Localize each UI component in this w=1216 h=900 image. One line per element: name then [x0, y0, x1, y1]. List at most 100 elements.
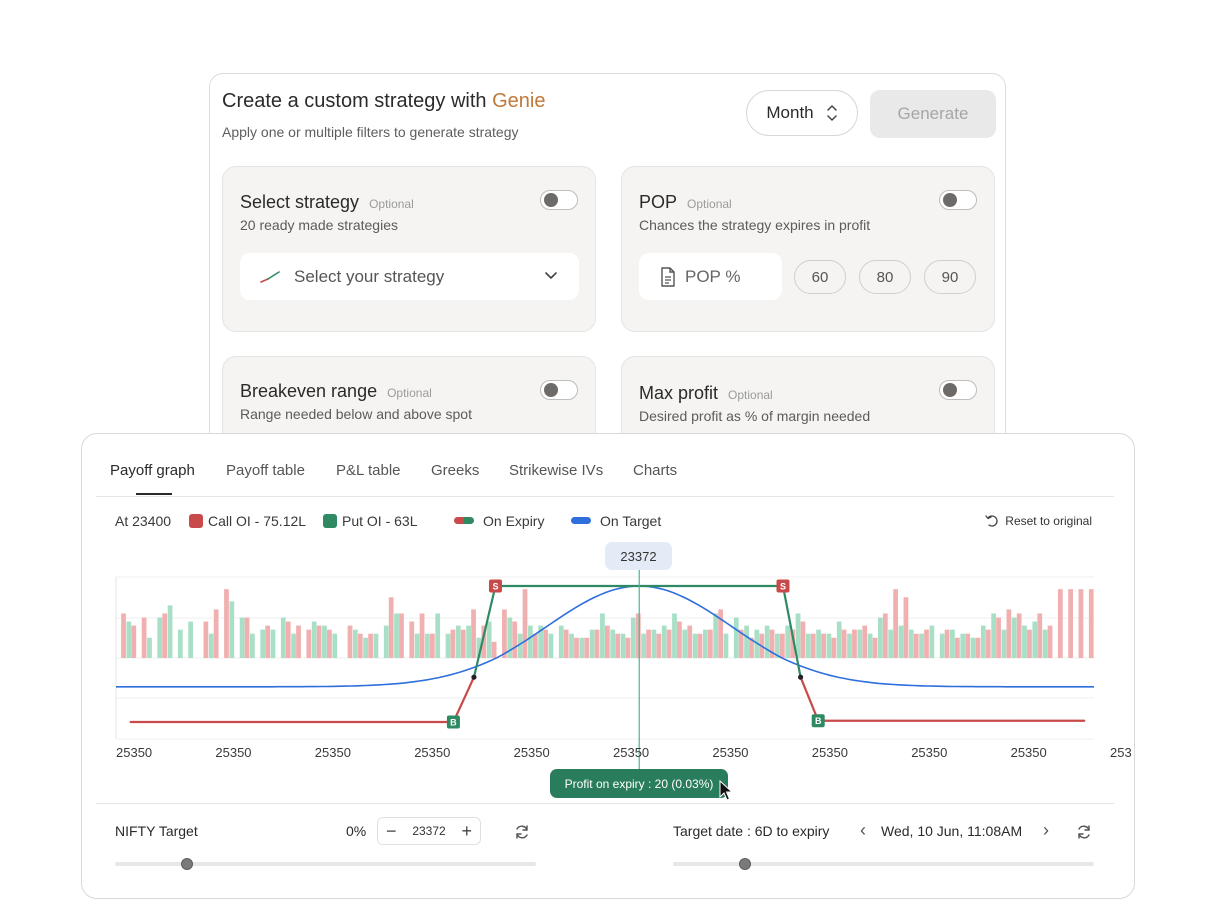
profit-on-expiry-badge: Profit on expiry : 20 (0.03%)	[550, 769, 728, 798]
call-oi-bar	[635, 613, 641, 658]
put-oi-bar	[363, 637, 369, 658]
put-oi-bar	[1042, 629, 1048, 658]
call-oi-bar	[810, 633, 816, 658]
spot-price-tag: 23372	[605, 542, 672, 570]
put-oi-bar	[167, 605, 173, 658]
call-oi-bar	[1047, 625, 1053, 658]
refresh-icon[interactable]	[1076, 824, 1092, 840]
tab-payoff-graph[interactable]: Payoff graph	[110, 462, 195, 479]
call-oi-bar	[1037, 613, 1043, 658]
put-oi-bar	[1032, 621, 1038, 658]
put-oi-bar	[486, 621, 492, 658]
pop-toggle[interactable]	[939, 190, 977, 210]
call-oi-bar	[460, 629, 466, 658]
call-oi-bar	[368, 633, 373, 658]
put-oi-bar	[147, 637, 152, 658]
tab-charts[interactable]: Charts	[633, 462, 678, 479]
chevron-down-icon	[545, 272, 557, 279]
breakeven-toggle[interactable]	[540, 380, 578, 400]
target-date-label: Target date : 6D to expiry	[673, 823, 830, 839]
pop-chip-80[interactable]: 80	[859, 260, 911, 294]
refresh-icon[interactable]	[514, 824, 530, 840]
put-oi-bar	[939, 633, 945, 658]
put-oi-bar	[733, 617, 739, 658]
put-oi-bar	[641, 633, 646, 658]
filter-card-strategy: Select strategy Optional 20 ready made st…	[222, 166, 596, 332]
target-date-slider[interactable]	[673, 862, 1094, 866]
tab-greeks[interactable]: Greeks	[431, 462, 480, 479]
put-oi-bar	[651, 629, 657, 658]
chevron-right-icon[interactable]: ›	[1043, 820, 1049, 840]
on-expiry-swatch	[454, 517, 474, 524]
reset-icon	[985, 515, 998, 527]
put-oi-bar	[836, 621, 842, 658]
strategy-toggle[interactable]	[540, 190, 578, 210]
call-oi-bar	[738, 629, 744, 658]
target-date-slider-thumb[interactable]	[738, 858, 751, 870]
tab-strikewise-ivs[interactable]: Strikewise IVs	[509, 462, 604, 479]
call-oi-bar	[409, 621, 415, 658]
put-oi-bar	[960, 633, 966, 658]
put-oi-bar	[373, 633, 379, 658]
call-oi-bar	[944, 629, 950, 658]
max-profit-toggle[interactable]	[939, 380, 977, 400]
put-oi-bar	[898, 625, 904, 658]
put-oi-bar	[280, 617, 286, 658]
payoff-panel: Payoff graph Payoff table P&L table Gree…	[81, 433, 1135, 899]
put-oi-bar	[188, 621, 194, 658]
call-oi-bar	[450, 629, 456, 658]
tab-pnl-table[interactable]: P&L table	[336, 462, 401, 479]
nifty-target-slider-thumb[interactable]	[180, 858, 193, 870]
call-oi-bar	[707, 629, 713, 658]
strategy-select[interactable]: Select your strategy	[240, 253, 579, 300]
x-tick-label: 25350	[911, 745, 947, 760]
sell-marker-label: S	[492, 582, 498, 592]
put-oi-bar	[630, 617, 636, 658]
call-oi-bar	[306, 629, 312, 658]
put-oi-bar	[579, 637, 585, 658]
reset-button[interactable]: Reset to original	[985, 514, 1092, 528]
call-oi-bar	[265, 625, 271, 658]
increment-button[interactable]: +	[461, 821, 472, 841]
call-oi-bar	[584, 637, 590, 658]
nifty-target-label: NIFTY Target	[115, 823, 198, 839]
put-oi-bar	[476, 637, 482, 658]
filter-description: Range needed below and above spot	[240, 406, 472, 422]
nifty-target-slider[interactable]	[115, 862, 536, 866]
call-oi-bar	[594, 629, 600, 658]
nifty-target-value[interactable]: 23372	[412, 824, 446, 838]
call-oi-bar	[347, 625, 353, 658]
put-oi-bar	[826, 633, 832, 658]
pop-chip-90[interactable]: 90	[924, 260, 976, 294]
call-oi-bar	[872, 637, 878, 658]
decrement-button[interactable]: −	[386, 821, 397, 841]
generate-button[interactable]: Generate	[870, 90, 996, 138]
chevron-left-icon[interactable]: ‹	[860, 820, 866, 840]
call-oi-bar	[1088, 589, 1094, 658]
period-select[interactable]: Month	[746, 90, 858, 136]
call-oi-bar	[646, 629, 651, 658]
filter-card-pop: POP Optional Chances the strategy expires…	[621, 166, 995, 332]
call-oi-bar	[532, 633, 538, 658]
optional-label: Optional	[728, 388, 773, 402]
filter-title: Max profit	[639, 383, 719, 403]
put-oi-bar	[713, 613, 719, 658]
call-oi-bar	[790, 629, 796, 658]
call-oi-bar	[913, 633, 919, 658]
call-oi-bar	[1027, 629, 1032, 658]
call-oi-bar	[769, 629, 775, 658]
put-oi-bar	[816, 629, 821, 658]
pop-chip-60[interactable]: 60	[794, 260, 846, 294]
nifty-target-stepper[interactable]: − 23372 +	[377, 817, 481, 845]
filter-description: 20 ready made strategies	[240, 217, 398, 233]
put-oi-bar	[795, 613, 801, 658]
tab-payoff-table[interactable]: Payoff table	[226, 462, 305, 479]
on-expiry-segment	[472, 584, 497, 679]
put-oi-bar	[311, 621, 317, 658]
call-oi-bar	[800, 621, 806, 658]
genie-accent: Genie	[492, 90, 546, 112]
filter-title: POP	[639, 192, 678, 212]
pop-input[interactable]: POP %	[639, 253, 782, 300]
buy-marker-label: B	[450, 718, 457, 728]
target-date-value: Wed, 10 Jun, 11:08AM	[881, 823, 1023, 839]
